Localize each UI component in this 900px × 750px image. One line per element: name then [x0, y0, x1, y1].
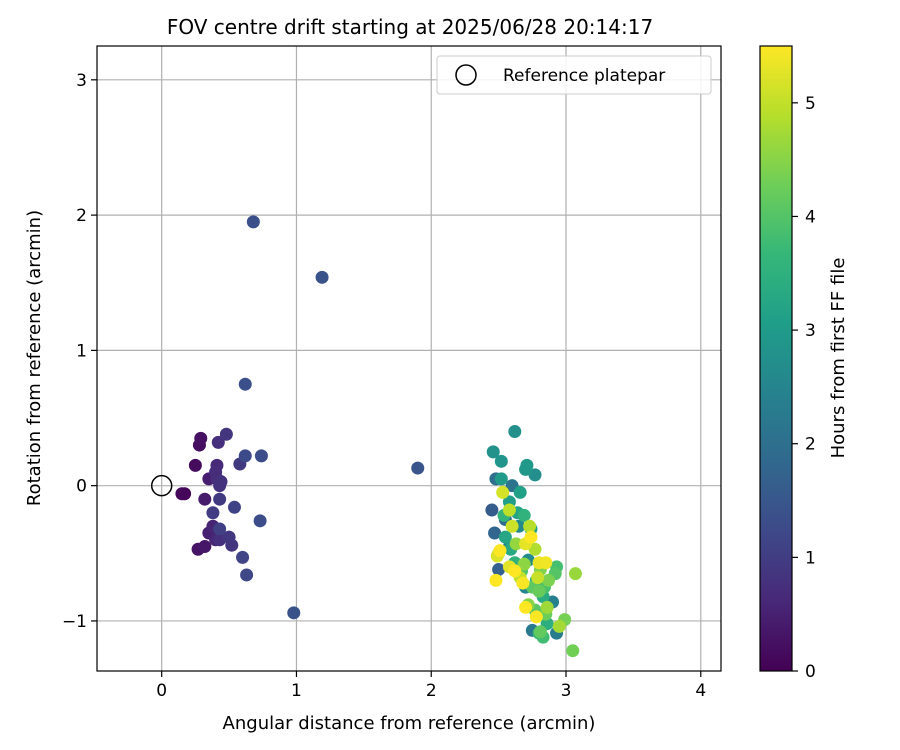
x-tick-label: 0	[156, 681, 167, 701]
data-point	[489, 573, 503, 587]
data-point	[211, 435, 225, 449]
colorbar-ticks: 0 1 2 3 4 5	[792, 94, 816, 682]
data-point	[213, 492, 227, 506]
plot-area	[96, 45, 722, 672]
y-tick-label: 0	[76, 477, 87, 497]
data-point	[219, 427, 233, 441]
x-tick-label: 1	[291, 681, 302, 701]
y-tick-label: 1	[76, 341, 87, 361]
data-point	[539, 556, 553, 570]
data-point	[533, 625, 547, 639]
data-point	[411, 461, 425, 475]
data-points	[175, 215, 582, 658]
data-point	[496, 485, 510, 499]
data-point	[214, 475, 228, 489]
y-axis-label: Rotation from reference (arcmin)	[24, 210, 45, 506]
data-point	[513, 485, 527, 499]
data-point	[493, 544, 507, 558]
reference-platepar-marker	[150, 474, 173, 497]
x-axis-label: Angular distance from reference (arcmin)	[223, 713, 596, 734]
data-point	[198, 492, 212, 506]
data-point	[240, 568, 254, 582]
plot-frame	[96, 45, 722, 672]
data-point	[540, 600, 554, 614]
data-point	[188, 458, 202, 472]
data-point	[498, 530, 512, 544]
data-point	[238, 377, 252, 391]
data-point	[488, 526, 502, 540]
legend-box	[436, 55, 712, 95]
data-point	[523, 519, 537, 533]
x-tick-label: 2	[426, 681, 437, 701]
y-tick-label: −1	[62, 612, 87, 632]
data-point	[532, 584, 546, 598]
data-point	[246, 215, 260, 229]
data-point	[519, 600, 533, 614]
data-point	[494, 472, 508, 486]
colorbar-tick-label: 3	[805, 321, 816, 341]
data-point	[315, 270, 329, 284]
data-point	[492, 563, 506, 577]
data-point	[238, 449, 252, 463]
data-point	[485, 503, 499, 517]
data-point	[287, 606, 301, 620]
data-point	[508, 564, 522, 578]
data-point	[520, 458, 534, 472]
data-point	[509, 537, 523, 551]
plot-background	[97, 46, 721, 671]
data-point	[517, 557, 531, 571]
colorbar-gradient	[759, 45, 793, 672]
legend: Reference platepar	[436, 55, 712, 95]
data-point	[516, 576, 530, 590]
colorbar-tick-label: 4	[805, 207, 816, 227]
data-point	[524, 530, 538, 544]
data-point	[486, 445, 500, 459]
x-tick-label: 4	[695, 681, 706, 701]
data-point	[529, 610, 543, 624]
data-point	[568, 567, 582, 581]
data-point	[222, 530, 236, 544]
x-tick-label: 3	[561, 681, 572, 701]
data-point	[198, 540, 212, 554]
data-point	[528, 468, 542, 482]
data-point	[552, 619, 566, 633]
data-point	[508, 425, 522, 439]
legend-entry-reference-platepar: Reference platepar	[503, 66, 665, 86]
data-point	[254, 449, 268, 463]
y-axis-ticks: −1 0 1 2 3	[62, 71, 97, 632]
data-point	[494, 454, 508, 468]
data-point	[541, 573, 555, 587]
data-point	[206, 506, 220, 520]
data-point	[236, 550, 250, 564]
colorbar: 0 1 2 3 4 5 Hours from first FF file	[759, 45, 849, 682]
data-point	[566, 644, 580, 658]
data-point	[505, 519, 519, 533]
data-point	[227, 500, 241, 514]
data-point	[253, 514, 267, 528]
legend-reference-marker-icon	[455, 64, 477, 86]
data-point	[213, 522, 227, 536]
y-tick-label: 3	[76, 71, 87, 91]
data-point	[531, 571, 545, 585]
colorbar-tick-label: 0	[805, 662, 816, 682]
data-point	[194, 431, 208, 445]
colorbar-tick-label: 1	[805, 548, 816, 568]
y-tick-label: 2	[76, 206, 87, 226]
colorbar-label: Hours from first FF file	[828, 258, 849, 459]
x-axis-ticks: 0 1 2 3 4	[156, 671, 706, 701]
data-point	[502, 503, 516, 517]
data-point	[175, 487, 189, 501]
colorbar-tick-label: 5	[805, 94, 816, 114]
data-point	[528, 542, 542, 556]
data-point	[517, 508, 531, 522]
chart-title: FOV centre drift starting at 2025/06/28 …	[167, 15, 653, 39]
colorbar-tick-label: 2	[805, 435, 816, 455]
